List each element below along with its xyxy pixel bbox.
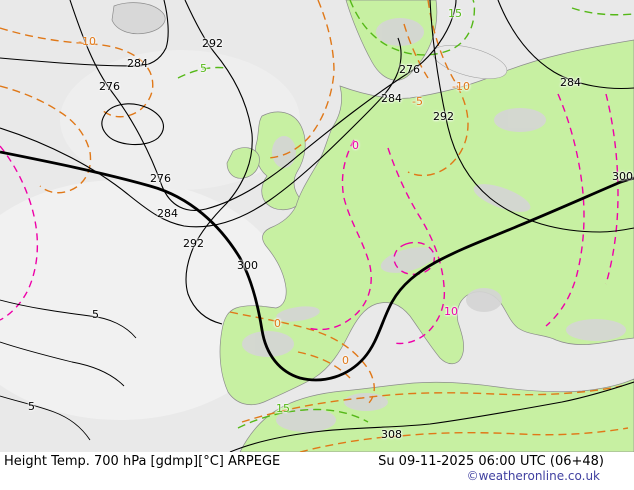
land-layer [111, 0, 634, 452]
terrain-layer [242, 18, 626, 432]
caption-bar: Height Temp. 700 hPa [gdmp][°C] ARPEGE S… [0, 452, 634, 490]
height-contour-layer [0, 0, 634, 452]
map-valid-datetime: Su 09-11-2025 06:00 UTC (06+48) [378, 454, 604, 469]
temp-warm-contour-layer [177, 0, 634, 429]
weather-map-svg [0, 0, 634, 452]
map-parameter-title: Height Temp. 700 hPa [gdmp][°C] ARPEGE [4, 454, 281, 469]
baltic-sea [432, 45, 508, 79]
africa-landmass [239, 378, 634, 452]
copyright-link[interactable]: ©weatheronline.co.uk [466, 469, 600, 483]
temp-cold-contour-layer [0, 0, 629, 452]
temp-zero-contour-layer [0, 93, 619, 345]
weather-map: -10 292 284 276 5 15 276 284 -10 -5 292 284 276 284 29… [0, 0, 634, 452]
iceland-landmass [111, 2, 166, 35]
europe-landmass [219, 39, 634, 406]
bold-height-contour-300 [0, 150, 634, 382]
